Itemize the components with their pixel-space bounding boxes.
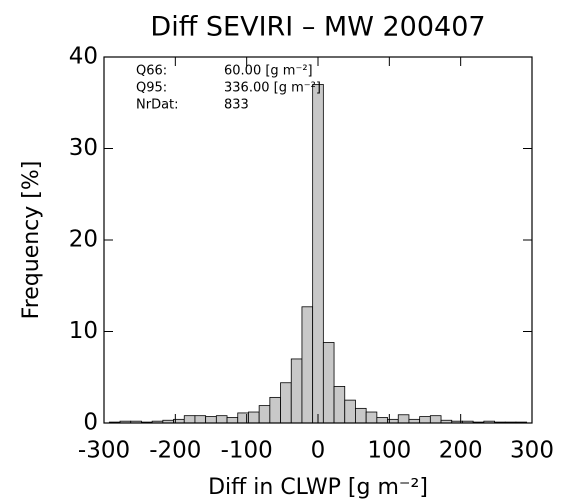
bar	[397, 414, 410, 424]
x-tick-label: -200	[149, 438, 201, 464]
annotation-label: Q66:	[136, 64, 167, 79]
x-axis-label: Diff in CLWP [g m⁻²]	[208, 475, 428, 500]
bar	[312, 84, 324, 424]
annotation-text: 336.00 [g m⁻²]	[224, 81, 321, 96]
bar	[365, 411, 378, 424]
bar	[333, 385, 346, 424]
bar	[215, 415, 228, 424]
bar	[205, 416, 217, 424]
bar	[419, 416, 431, 424]
y-tick-label: 0	[83, 410, 98, 436]
y-tick-label: 30	[69, 135, 98, 161]
annotation-text: 60.00 [g m⁻²]	[224, 64, 313, 79]
x-tick-label: 0	[311, 438, 326, 464]
y-tick-label: 40	[69, 44, 98, 70]
x-tick-label: -300	[78, 438, 130, 464]
bar	[269, 396, 281, 424]
x-tick-label: 100	[367, 438, 411, 464]
chart-title: Diff SEVIRI – MW 200407	[150, 12, 485, 43]
x-tick-label: 200	[439, 438, 483, 464]
x-tick-label: -100	[221, 438, 273, 464]
bar	[376, 417, 388, 424]
bar	[258, 405, 271, 424]
bar	[280, 382, 292, 424]
bar	[344, 399, 356, 424]
bar	[290, 358, 303, 424]
annotation-text: 833	[224, 98, 249, 113]
bar	[248, 411, 260, 424]
y-tick-label: 10	[69, 318, 98, 344]
bar	[301, 306, 314, 424]
y-axis-label: Frequency [%]	[19, 161, 44, 320]
bar	[194, 415, 207, 424]
bar	[429, 415, 442, 424]
bar	[226, 417, 239, 424]
bar	[322, 342, 335, 424]
bar	[355, 407, 367, 424]
annotation-label: Q95:	[136, 81, 167, 96]
x-tick-label: 300	[510, 438, 554, 464]
y-tick-label: 20	[69, 227, 98, 253]
bar	[183, 415, 196, 424]
annotation-label: NrDat:	[136, 98, 179, 113]
